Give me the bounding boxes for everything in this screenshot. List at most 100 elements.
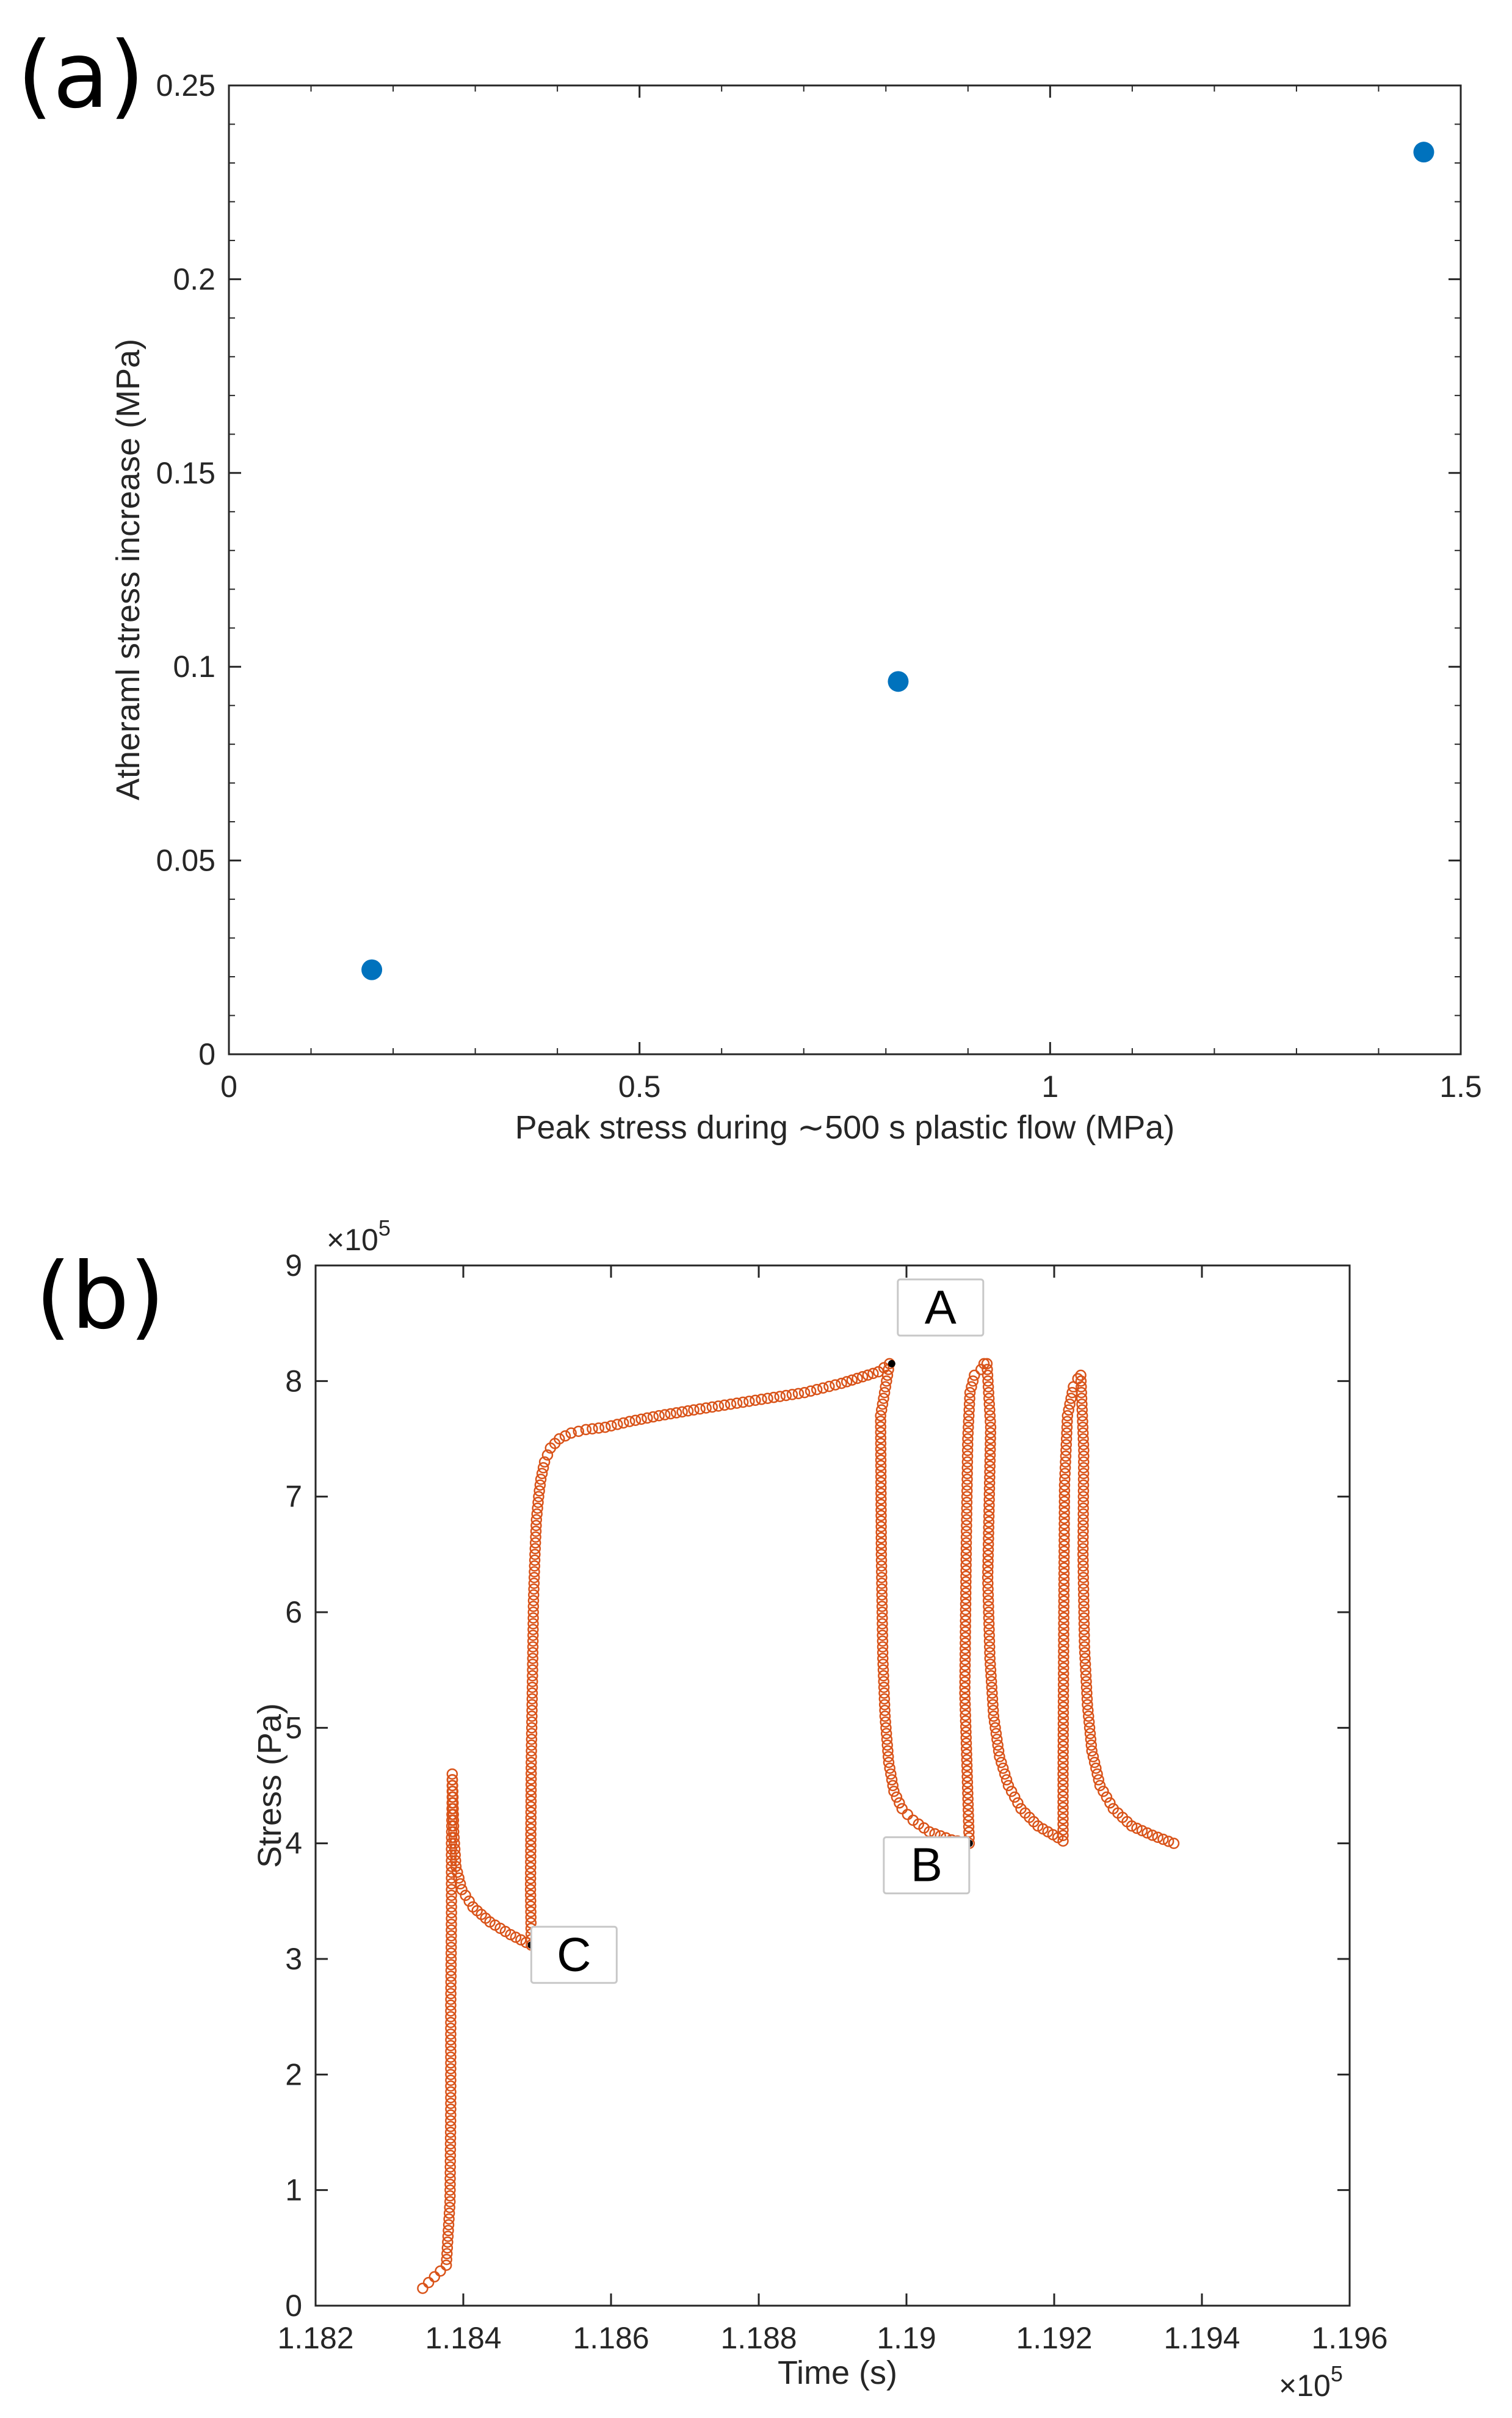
data-point [534,1485,545,1497]
data-point [525,1801,537,1812]
data-point [959,1659,971,1671]
data-point [878,1676,889,1687]
data-point [982,1381,994,1393]
data-point [1078,1618,1090,1630]
data-point [960,1570,972,1582]
data-point [445,2046,457,2057]
data-point [1009,1791,1021,1803]
data-point [1076,1404,1088,1416]
data-point [879,1704,891,1717]
data-point [1058,1535,1070,1546]
data-point [447,1791,459,1803]
y-tick-label: 0.15 [156,456,215,490]
data-point [986,1693,999,1705]
data-point [960,1582,972,1593]
data-point [875,1504,887,1516]
data-point [527,1629,539,1642]
data-point [682,1405,694,1417]
data-point [444,2126,457,2138]
data-point [1082,1704,1094,1717]
data-point [1077,1531,1089,1543]
data-point [966,1381,977,1393]
data-point [975,1364,987,1375]
data-point [445,2028,457,2040]
data-point [445,2040,457,2052]
data-point [1060,1450,1072,1462]
data-point [1058,1623,1069,1635]
data-point [463,1895,475,1907]
data-point [599,1421,611,1433]
data-point [875,1532,887,1544]
data-point [443,2207,455,2219]
data-point [1088,1756,1101,1768]
data-point [984,1444,996,1455]
data-point [984,1471,996,1483]
data-point [525,1834,537,1846]
data-point [876,1606,888,1618]
data-point [445,1947,457,1959]
data-point [448,1826,460,1837]
data-point [1057,1740,1069,1752]
data-point [987,1704,999,1717]
data-point [981,1358,993,1370]
data-point [875,1515,887,1527]
data-point [525,1779,537,1790]
data-point [443,2224,454,2237]
data-point [1076,1387,1087,1399]
data-point [962,1427,974,1439]
data-point [1058,1523,1070,1535]
data-point [875,1482,887,1494]
data-point [875,1438,887,1449]
data-point [1157,1833,1169,1845]
data-point [877,1652,889,1664]
data-point [961,1748,972,1761]
data-point [454,1878,466,1890]
data-point [452,1866,463,1878]
data-point [1075,1375,1087,1387]
data-point [529,1554,541,1566]
data-point [688,1404,700,1416]
data-point [1078,1624,1090,1635]
data-point [983,1477,996,1489]
data-point [1077,1416,1088,1427]
data-point [891,1791,903,1803]
data-point [526,1704,538,1717]
y-tick-label: 5 [285,1710,302,1745]
data-point [587,1423,598,1435]
data-point [528,1571,540,1584]
data-point [445,2103,457,2115]
data-point [532,1496,544,1508]
data-point [836,1377,847,1389]
data-point [876,1571,888,1584]
panel-b-data-points [417,1358,1180,2294]
data-point [1057,1718,1069,1730]
annotation-label: A [925,1280,957,1334]
data-point [878,1387,891,1399]
data-point [525,1856,537,1868]
data-point [1057,1779,1069,1791]
x-tick-label: 1.19 [877,2321,936,2355]
data-point [999,1768,1011,1780]
data-point [525,1839,537,1852]
data-point [1059,1462,1071,1474]
data-point [1058,1568,1070,1579]
data-point [984,1449,996,1461]
data-point [985,1676,997,1687]
data-point [961,1456,974,1468]
data-point [417,2282,429,2294]
data-point [1080,1681,1093,1693]
data-point [1058,1645,1069,1657]
data-point [768,1391,780,1403]
data-point [449,1849,461,1861]
data-point [1057,1807,1069,1819]
data-point [535,1474,547,1485]
data-point [1058,1479,1071,1491]
data-point [524,1884,537,1895]
data-point [1058,1595,1070,1607]
data-point [443,2213,455,2225]
data-point [541,1449,554,1461]
data-point [446,1895,457,1907]
data-point [525,1906,537,1918]
data-point [525,1767,537,1779]
data-point [984,1466,996,1478]
